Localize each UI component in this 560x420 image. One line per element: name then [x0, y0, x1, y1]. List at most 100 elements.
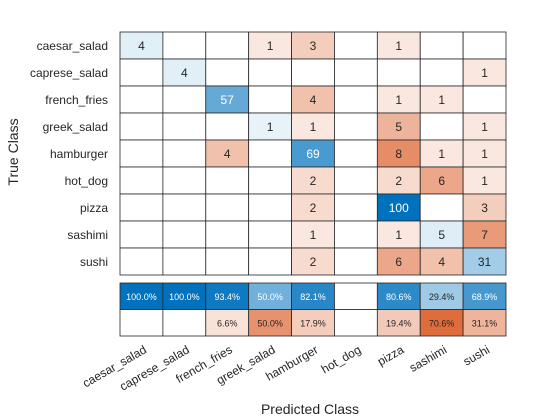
matrix-cell-value: 1 [267, 39, 274, 53]
matrix-cell-value: 2 [310, 174, 317, 188]
matrix-cell-value: 5 [395, 120, 402, 134]
false-discovery-cell [162, 309, 207, 337]
matrix-cell-value: 31 [478, 255, 492, 269]
false-discovery-value: 31.1% [472, 318, 498, 328]
matrix-cell [162, 220, 207, 249]
matrix-cell-value: 6 [438, 174, 445, 188]
row-tick-label: greek_salad [43, 120, 108, 134]
row-tick-label: french_fries [45, 93, 108, 107]
matrix-cell [248, 166, 292, 195]
matrix-cell-value: 1 [310, 120, 317, 134]
row-tick-label: caesar_salad [37, 39, 108, 53]
matrix-cell [376, 220, 421, 249]
false-discovery-value: 50.0% [257, 318, 283, 328]
matrix-cell [334, 139, 378, 168]
matrix-cell-value: 4 [181, 66, 188, 80]
false-discovery-cell [205, 309, 250, 337]
matrix-cell [419, 139, 464, 168]
matrix-cell-value: 57 [221, 93, 235, 107]
false-discovery-value: 17.9% [300, 318, 326, 328]
precision-cell [376, 282, 421, 310]
matrix-cell-value: 3 [481, 201, 488, 215]
matrix-cell [462, 31, 507, 60]
matrix-cell [462, 112, 507, 141]
matrix-cell-value: 1 [481, 66, 488, 80]
matrix-cell-value: 1 [267, 120, 274, 134]
matrix-cells: 4 1 3 14 157 4 1 11 1 5 14 69 8 1 12 2 6 12 100 31 1 5 72 6 4 31 [119, 31, 507, 276]
matrix-cell [462, 193, 507, 222]
matrix-cell [462, 220, 507, 249]
row-tick-label: hot_dog [65, 174, 108, 188]
matrix-cell [419, 85, 464, 114]
matrix-cell [462, 85, 507, 114]
matrix-cell [119, 58, 164, 87]
matrix-cell [205, 193, 250, 222]
matrix-cell-value: 69 [306, 147, 320, 161]
matrix-cell [419, 31, 464, 60]
matrix-cell-value: 1 [395, 39, 402, 53]
column-tick-labels: caesar_saladcaprese_saladfrench_friesgre… [80, 342, 492, 393]
matrix-cell [248, 139, 292, 168]
column-tick-label: sushi [461, 342, 492, 368]
matrix-cell [376, 166, 421, 195]
matrix-cell [462, 58, 507, 87]
matrix-cell-value: 1 [481, 120, 488, 134]
row-tick-label: pizza [80, 201, 108, 215]
matrix-cell [419, 193, 464, 222]
matrix-cell [119, 220, 164, 249]
matrix-cell [419, 220, 464, 249]
matrix-cell [205, 247, 250, 276]
matrix-cell [334, 247, 378, 276]
matrix-cell [205, 220, 250, 249]
precision-value: 50.0% [257, 292, 283, 302]
row-tick-label: hamburger [50, 147, 108, 161]
row-tick-labels: caesar_salad caprese_salad french_friesgre… [30, 39, 108, 269]
x-axis-label: Predicted Class [261, 401, 359, 417]
matrix-cell [248, 58, 292, 87]
matrix-cell [291, 112, 335, 141]
row-tick-label: caprese_salad [30, 66, 108, 80]
matrix-cell [334, 58, 378, 87]
column-tick-label: hot_dog [319, 342, 364, 376]
matrix-cell [162, 247, 207, 276]
matrix-cell [248, 247, 292, 276]
matrix-cell [119, 112, 164, 141]
matrix-cell [119, 85, 164, 114]
matrix-cell-value: 6 [395, 255, 402, 269]
matrix-cell-value: 2 [310, 201, 317, 215]
matrix-cell [119, 193, 164, 222]
false-discovery-value: 6.6% [217, 318, 238, 328]
matrix-cell [162, 139, 207, 168]
matrix-cell [291, 58, 335, 87]
matrix-cell-value: 1 [395, 228, 402, 242]
precision-value: 100.0% [169, 292, 200, 302]
matrix-cell [162, 166, 207, 195]
precision-value: 68.9% [472, 292, 498, 302]
matrix-cell-value: 1 [438, 147, 445, 161]
matrix-cell [119, 247, 164, 276]
matrix-cell [119, 139, 164, 168]
matrix-cell-value: 1 [481, 174, 488, 188]
precision-cell [205, 282, 250, 310]
column-summary-cells: 100.0% 100.0% 93.4% 50.0% 82.1% 80.6% 29.4% 68.… [119, 282, 507, 337]
matrix-cell [291, 85, 335, 114]
matrix-cell [334, 31, 378, 60]
matrix-cell-value: 4 [224, 147, 231, 161]
matrix-cell-value: 4 [438, 255, 445, 269]
matrix-cell [119, 166, 164, 195]
row-tick-label: sashimi [67, 228, 108, 242]
matrix-cell [205, 31, 250, 60]
false-discovery-cell [462, 309, 507, 337]
matrix-cell [119, 31, 164, 60]
matrix-cell-value: 4 [310, 93, 317, 107]
matrix-cell-value: 4 [138, 39, 145, 53]
matrix-cell [462, 166, 507, 195]
matrix-cell-value: 1 [438, 93, 445, 107]
matrix-cell-value: 7 [481, 228, 488, 242]
false-discovery-cell [119, 309, 164, 337]
matrix-cell [376, 58, 421, 87]
precision-value: 29.4% [429, 292, 455, 302]
matrix-cell-value: 5 [438, 228, 445, 242]
matrix-cell [248, 85, 292, 114]
